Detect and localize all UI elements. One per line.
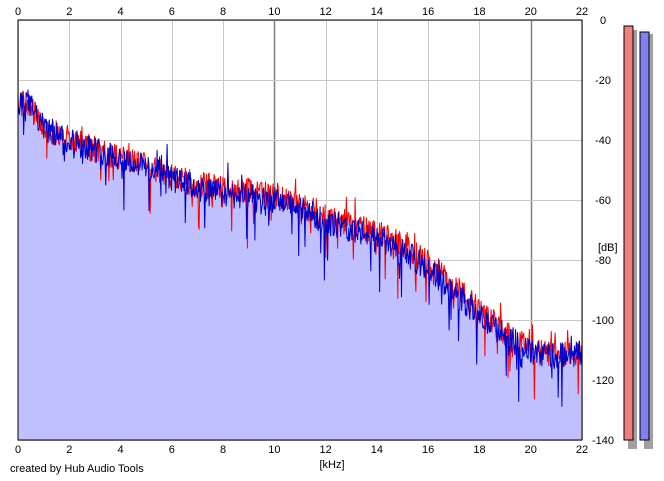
spectrum-line-right-channel: [17, 89, 583, 407]
y-tick-labels: 0 -20 -40 -60 -80 -100 -120 -140: [592, 15, 614, 447]
x-tick-label: 4: [117, 444, 123, 456]
x-tick-label: 14: [371, 6, 383, 18]
x-tick-label: 18: [473, 444, 485, 456]
level-meters: [623, 25, 653, 449]
meter-right-channel: [639, 31, 650, 441]
y-tick-label: -60: [595, 195, 611, 207]
y-tick-label: 0: [600, 15, 606, 27]
y-tick-label: -140: [592, 435, 614, 447]
x-tick-labels-top: 0 2 4 6 8 10 12 14 16 18 20 22: [15, 6, 588, 18]
x-tick-label: 10: [268, 444, 280, 456]
x-tick-label: 14: [371, 444, 383, 456]
x-tick-label: 12: [320, 6, 332, 18]
x-tick-label: 6: [169, 6, 175, 18]
x-tick-label: 22: [576, 444, 588, 456]
x-tick-label: 2: [66, 6, 72, 18]
x-tick-labels-bottom: 0 2 4 6 8 10 12 14 16 18 20 22: [15, 444, 588, 456]
x-tick-label: 2: [66, 444, 72, 456]
y-tick-label: -80: [595, 255, 611, 267]
credit-text: created by Hub Audio Tools: [10, 463, 144, 475]
x-tick-label: 16: [422, 6, 434, 18]
x-tick-label: 12: [320, 444, 332, 456]
x-tick-label: 6: [169, 444, 175, 456]
x-tick-label: 8: [220, 444, 226, 456]
meter-left-channel: [623, 25, 634, 441]
y-tick-label: -40: [595, 135, 611, 147]
x-tick-label: 16: [422, 444, 434, 456]
y-tick-label: -20: [595, 75, 611, 87]
x-axis-label: [kHz]: [319, 459, 344, 471]
plot-border: [17, 19, 583, 441]
x-tick-label: 4: [117, 6, 123, 18]
x-tick-label: 22: [576, 6, 588, 18]
y-tick-label: -120: [592, 375, 614, 387]
x-tick-label: 20: [525, 444, 537, 456]
y-tick-label: -100: [592, 315, 614, 327]
x-tick-label: 0: [15, 6, 21, 18]
x-tick-label: 18: [473, 6, 485, 18]
x-tick-label: 0: [15, 444, 21, 456]
y-axis-label: [dB]: [598, 242, 618, 254]
x-tick-label: 20: [525, 6, 537, 18]
x-tick-label: 10: [268, 6, 280, 18]
x-tick-label: 8: [220, 6, 226, 18]
